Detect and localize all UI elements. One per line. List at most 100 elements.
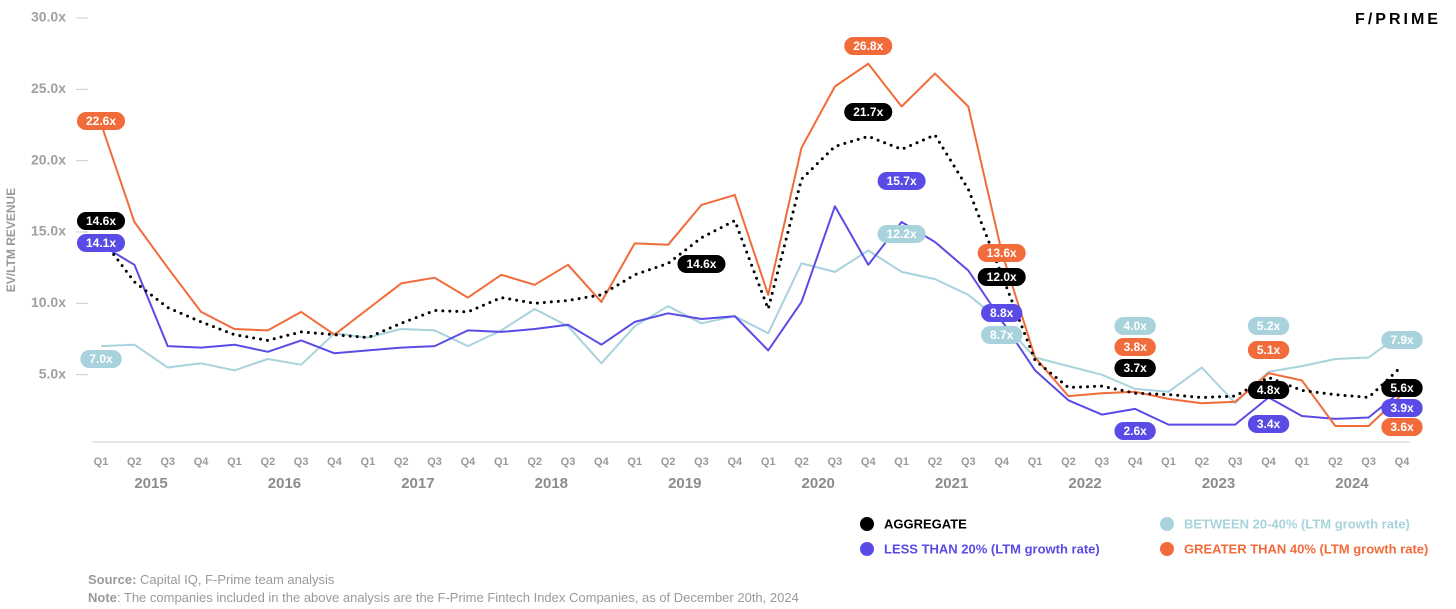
x-tick-label: Q4 <box>861 456 877 468</box>
y-tick-label: 25.0x <box>31 80 66 96</box>
year-label: 2021 <box>935 475 968 492</box>
x-tick-label: Q3 <box>561 456 576 468</box>
x-tick-label: Q4 <box>1395 456 1411 468</box>
data-label: 8.8x <box>981 304 1023 322</box>
data-label-text: 3.7x <box>1123 361 1147 375</box>
data-label-bg <box>1381 399 1423 417</box>
year-label: 2024 <box>1335 475 1369 492</box>
x-tick-label: Q2 <box>127 456 142 468</box>
data-label: 12.0x <box>977 268 1026 286</box>
source-label: Source: <box>88 572 136 587</box>
series-line <box>100 249 1403 405</box>
y-tick-label: 10.0x <box>31 294 66 310</box>
data-label-text: 3.8x <box>1123 340 1147 354</box>
x-tick-label: Q1 <box>494 456 509 468</box>
x-tick-label: Q3 <box>694 456 709 468</box>
data-label-bg <box>844 103 893 121</box>
data-label: 3.9x <box>1381 399 1423 417</box>
x-tick-label: Q2 <box>928 456 943 468</box>
series-line <box>100 205 1403 426</box>
data-label: 5.2x <box>1247 317 1290 335</box>
data-label-text: 2.6x <box>1123 424 1147 438</box>
data-label: 14.1x <box>76 234 126 252</box>
data-label-bg <box>1114 359 1156 377</box>
x-tick-label: Q2 <box>1061 456 1076 468</box>
x-tick-label: Q4 <box>594 456 610 468</box>
data-label: 2.6x <box>1114 422 1156 440</box>
legend-marker <box>860 517 874 531</box>
data-label: 7.9x <box>1381 331 1423 349</box>
year-label: 2016 <box>268 475 301 492</box>
x-tick-label: Q1 <box>94 456 109 468</box>
data-label-text: 8.8x <box>990 306 1014 320</box>
series-line <box>99 133 1404 399</box>
year-label: 2019 <box>668 475 701 492</box>
data-label-bg <box>1381 331 1423 349</box>
data-label-bg <box>1247 317 1290 335</box>
data-label-text: 4.0x <box>1123 319 1147 333</box>
data-label: 14.6x <box>677 255 726 273</box>
data-label-text: 21.7x <box>853 105 883 119</box>
data-label-text: 3.9x <box>1390 401 1414 415</box>
note: Note: The companies included in the abov… <box>88 590 799 605</box>
data-label-bg <box>981 304 1023 322</box>
x-tick-label: Q2 <box>794 456 809 468</box>
data-label-text: 14.6x <box>86 214 116 228</box>
x-tick-label: Q3 <box>961 456 976 468</box>
data-label-text: 3.6x <box>1390 420 1414 434</box>
x-tick-label: Q4 <box>1261 456 1277 468</box>
year-label: 2018 <box>535 475 568 492</box>
y-tick-label: 5.0x <box>39 365 66 381</box>
data-label-bg <box>76 112 126 130</box>
data-label: 3.8x <box>1114 338 1156 356</box>
x-tick-label: Q1 <box>1028 456 1043 468</box>
x-tick-label: Q3 <box>294 456 309 468</box>
y-axis-label: EV/LTM REVENUE <box>4 188 18 292</box>
data-label-text: 22.6x <box>86 114 116 128</box>
x-tick-label: Q4 <box>327 456 343 468</box>
data-label: 4.8x <box>1247 381 1290 399</box>
x-tick-label: Q2 <box>1328 456 1343 468</box>
x-tick-label: Q3 <box>1228 456 1243 468</box>
data-label-text: 14.1x <box>86 236 116 250</box>
x-tick-label: Q3 <box>828 456 843 468</box>
data-label-text: 15.7x <box>887 174 917 188</box>
data-label-bg <box>977 244 1026 262</box>
x-tick-label: Q3 <box>1361 456 1376 468</box>
data-label-bg <box>877 172 926 190</box>
note-label: Note <box>88 590 117 605</box>
data-label-bg <box>1114 317 1156 335</box>
x-tick-label: Q2 <box>661 456 676 468</box>
y-tick-label: 30.0x <box>31 9 66 25</box>
x-tick-label: Q4 <box>994 456 1010 468</box>
x-tick-label: Q2 <box>1195 456 1210 468</box>
data-label-bg <box>877 225 926 243</box>
data-label-bg <box>1381 379 1423 397</box>
source: Source: Capital IQ, F-Prime team analysi… <box>88 572 335 587</box>
x-tick-label: Q3 <box>1094 456 1109 468</box>
data-label-bg <box>981 326 1023 344</box>
x-tick-label: Q2 <box>394 456 409 468</box>
x-tick-label: Q2 <box>260 456 275 468</box>
legend-marker <box>1160 517 1174 531</box>
legend-marker <box>1160 542 1174 556</box>
data-label: 14.6x <box>76 212 126 230</box>
x-tick-label: Q3 <box>427 456 442 468</box>
data-label-bg <box>977 268 1026 286</box>
data-label: 8.7x <box>981 326 1023 344</box>
data-label-text: 8.7x <box>990 328 1014 342</box>
logo: F/PRIME <box>1355 11 1441 28</box>
data-label: 4.0x <box>1114 317 1156 335</box>
data-label-text: 13.6x <box>987 246 1017 260</box>
x-tick-label: Q4 <box>461 456 477 468</box>
x-tick-label: Q4 <box>727 456 743 468</box>
data-label: 3.7x <box>1114 359 1156 377</box>
data-label-text: 12.0x <box>987 270 1017 284</box>
year-label: 2015 <box>134 475 167 492</box>
data-label-text: 7.0x <box>89 352 113 366</box>
year-label: 2023 <box>1202 475 1235 492</box>
x-tick-label: Q1 <box>894 456 909 468</box>
data-label: 3.6x <box>1381 418 1423 436</box>
data-label-bg <box>76 234 126 252</box>
legend-label: GREATER THAN 40% (LTM growth rate) <box>1184 541 1428 556</box>
